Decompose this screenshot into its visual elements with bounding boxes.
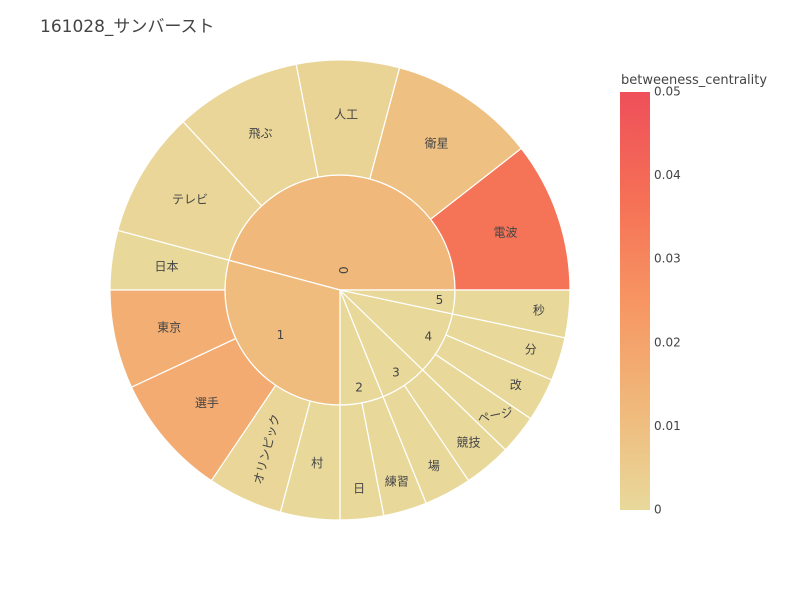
segment-label: 5 — [436, 293, 444, 307]
colorbar: betweeness_centrality 0 0.01 0.02 0.03 0.04 0.… — [620, 73, 767, 517]
colorbar-tick-label: 0.01 — [654, 419, 681, 433]
segment-label: 飛ぶ — [249, 127, 273, 141]
colorbar-gradient — [620, 92, 650, 510]
segment-label: 人工 — [334, 108, 358, 122]
chart-title: 161028_サンバースト — [40, 17, 215, 37]
colorbar-tick-label: 0.03 — [654, 252, 681, 266]
segment-label: 3 — [392, 365, 400, 379]
segment-label: 1 — [277, 328, 285, 342]
segment-label: 4 — [424, 329, 432, 343]
colorbar-tick-label: 0 — [654, 503, 662, 517]
segment-label: 0 — [336, 266, 350, 274]
segment-label: 秒 — [533, 303, 545, 317]
colorbar-title: betweeness_centrality — [621, 73, 767, 88]
segment-label: 日 — [353, 482, 365, 496]
segment-label: 衛星 — [425, 137, 449, 151]
segment-label: 練習 — [385, 474, 409, 488]
colorbar-tick-label: 0.04 — [654, 168, 681, 182]
segment-label: 2 — [355, 381, 363, 395]
segment-label: 競技 — [457, 435, 481, 450]
leaf-segment[interactable] — [451, 289, 571, 339]
segment-label: 電波 — [493, 226, 517, 240]
segment-label: 日本 — [154, 260, 178, 274]
segment-label: 東京 — [157, 320, 181, 334]
colorbar-tick-label: 0.02 — [654, 335, 681, 349]
segment-label: テレビ — [172, 192, 208, 206]
segment-label: 選手 — [195, 396, 219, 410]
segment-label: 場 — [428, 459, 440, 473]
segment-label: 村 — [311, 456, 323, 470]
colorbar-tick-label: 0.05 — [654, 85, 681, 99]
segment-label: 改 — [510, 378, 522, 392]
segment-label: 分 — [525, 343, 537, 357]
